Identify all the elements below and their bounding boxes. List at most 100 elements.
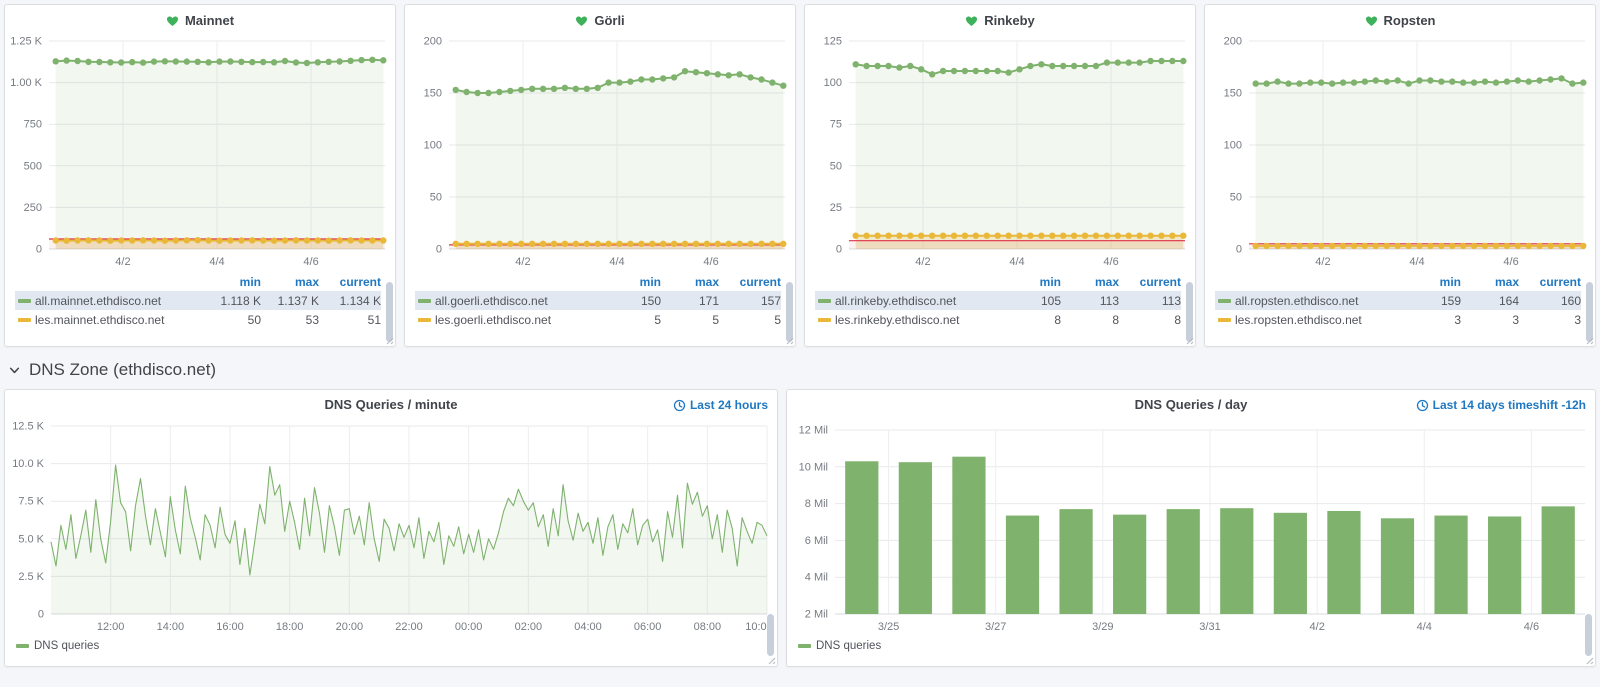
panel-resize-handle[interactable] <box>383 334 394 345</box>
network-panels-row: Mainnet 1.25 K1.00 K75050025004/24/44/6 … <box>4 4 1596 347</box>
rinkeby-chart[interactable]: 12510075502504/24/44/6 <box>805 33 1195 271</box>
svg-text:4/2: 4/2 <box>915 256 930 268</box>
svg-text:02:00: 02:00 <box>515 621 543 633</box>
series-min: 5 <box>603 313 661 327</box>
panel-resize-handle[interactable] <box>1183 334 1194 345</box>
svg-text:4/4: 4/4 <box>1409 256 1424 268</box>
svg-text:100: 100 <box>1224 140 1242 152</box>
panel-scrollbar[interactable] <box>767 614 774 656</box>
legend-row[interactable]: les.mainnet.ethdisco.net 50 53 51 <box>15 310 381 329</box>
series-color-dash <box>18 318 31 322</box>
legend-row[interactable]: les.goerli.ethdisco.net 5 5 5 <box>415 310 781 329</box>
ropsten-chart[interactable]: 2001501005004/24/44/6 <box>1205 33 1595 271</box>
svg-text:2.5 K: 2.5 K <box>18 571 44 583</box>
series-color-dash <box>418 318 431 322</box>
goerli-legend: min max current all.goerli.ethdisco.net … <box>405 271 795 329</box>
legend-row[interactable]: les.ropsten.ethdisco.net 3 3 3 <box>1215 310 1581 329</box>
legend-max-header[interactable]: max <box>1461 275 1519 289</box>
series-current: 51 <box>319 313 381 327</box>
panel-resize-handle[interactable] <box>1583 334 1594 345</box>
panel-resize-handle[interactable] <box>765 654 776 665</box>
legend-scrollbar[interactable] <box>786 282 793 342</box>
svg-text:4/2: 4/2 <box>1315 256 1330 268</box>
legend-row[interactable]: all.mainnet.ethdisco.net 1.118 K 1.137 K… <box>15 291 381 310</box>
panel-rinkeby-title[interactable]: Rinkeby <box>805 5 1195 33</box>
time-range-link[interactable]: Last 14 days timeshift -12h <box>1416 391 1586 419</box>
panel-mainnet-title[interactable]: Mainnet <box>5 5 395 33</box>
dashboard: Mainnet 1.25 K1.00 K75050025004/24/44/6 … <box>0 0 1600 671</box>
svg-text:16:00: 16:00 <box>216 621 244 633</box>
svg-text:0: 0 <box>836 244 842 256</box>
series-current: 160 <box>1519 294 1581 308</box>
svg-text:4/6: 4/6 <box>1524 621 1539 633</box>
panel-dns-queries-day: DNS Queries / day Last 14 days timeshift… <box>786 389 1596 667</box>
time-range-text: Last 24 hours <box>690 398 768 412</box>
svg-text:4/2: 4/2 <box>1310 621 1325 633</box>
dns-queries-day-chart[interactable]: 12 Mil10 Mil8 Mil6 Mil4 Mil2 Mil3/253/27… <box>787 418 1595 636</box>
legend-min-header[interactable]: min <box>603 275 661 289</box>
legend-row[interactable]: les.rinkeby.ethdisco.net 8 8 8 <box>815 310 1181 329</box>
svg-text:0: 0 <box>36 244 42 256</box>
svg-text:4/6: 4/6 <box>703 256 718 268</box>
series-max: 5 <box>661 313 719 327</box>
legend-row[interactable]: all.rinkeby.ethdisco.net 105 113 113 <box>815 291 1181 310</box>
legend-max-header[interactable]: max <box>661 275 719 289</box>
svg-text:4/4: 4/4 <box>209 256 224 268</box>
svg-text:200: 200 <box>1224 36 1242 48</box>
legend-min-header[interactable]: min <box>203 275 261 289</box>
panel-resize-handle[interactable] <box>1583 654 1594 665</box>
dns-panels-row: DNS Queries / minute Last 24 hours 12.5 … <box>4 389 1596 667</box>
svg-text:125: 125 <box>824 36 842 48</box>
panel-goerli-title[interactable]: Görli <box>405 5 795 33</box>
series-max: 164 <box>1461 294 1519 308</box>
series-min: 8 <box>1003 313 1061 327</box>
legend-max-header[interactable]: max <box>261 275 319 289</box>
legend-scrollbar[interactable] <box>1186 282 1193 342</box>
legend-min-header[interactable]: min <box>1403 275 1461 289</box>
series-max: 171 <box>661 294 719 308</box>
dns-queries-minute-chart[interactable]: 12.5 K10.0 K7.5 K5.0 K2.5 K012:0014:0016… <box>5 418 777 636</box>
alert-ok-heart-icon <box>575 15 588 27</box>
svg-text:7.5 K: 7.5 K <box>18 496 44 508</box>
series-max: 3 <box>1461 313 1519 327</box>
legend-max-header[interactable]: max <box>1061 275 1119 289</box>
series-name: les.goerli.ethdisco.net <box>433 313 603 327</box>
svg-text:4/4: 4/4 <box>609 256 624 268</box>
panel-resize-handle[interactable] <box>783 334 794 345</box>
time-range-link[interactable]: Last 24 hours <box>673 391 768 419</box>
svg-text:3/25: 3/25 <box>878 621 899 633</box>
series-color-dash <box>16 644 29 648</box>
dns-day-legend[interactable]: DNS queries <box>787 636 1595 652</box>
series-max: 53 <box>261 313 319 327</box>
panel-mainnet: Mainnet 1.25 K1.00 K75050025004/24/44/6 … <box>4 4 396 347</box>
series-color-dash <box>1218 318 1231 322</box>
panel-title-text: Ropsten <box>1384 13 1436 28</box>
panel-scrollbar[interactable] <box>1585 614 1592 656</box>
legend-current-header[interactable]: current <box>319 275 381 289</box>
legend-scrollbar[interactable] <box>1586 282 1593 342</box>
legend-min-header[interactable]: min <box>1003 275 1061 289</box>
goerli-chart[interactable]: 2001501005004/24/44/6 <box>405 33 795 271</box>
series-max: 8 <box>1061 313 1119 327</box>
svg-text:75: 75 <box>830 119 842 131</box>
legend-scrollbar[interactable] <box>386 282 393 342</box>
panel-title[interactable]: DNS Queries / minute <box>5 390 777 420</box>
svg-text:3/29: 3/29 <box>1092 621 1113 633</box>
panel-ropsten-title[interactable]: Ropsten <box>1205 5 1595 33</box>
svg-text:200: 200 <box>424 36 442 48</box>
svg-text:250: 250 <box>24 202 42 214</box>
legend-current-header[interactable]: current <box>1119 275 1181 289</box>
dns-minute-legend[interactable]: DNS queries <box>5 636 777 652</box>
series-name: all.goerli.ethdisco.net <box>433 294 603 308</box>
legend-row[interactable]: all.ropsten.ethdisco.net 159 164 160 <box>1215 291 1581 310</box>
mainnet-chart[interactable]: 1.25 K1.00 K75050025004/24/44/6 <box>5 33 395 271</box>
legend-row[interactable]: all.goerli.ethdisco.net 150 171 157 <box>415 291 781 310</box>
series-color-dash <box>798 644 811 648</box>
legend-header: min max current <box>15 273 381 291</box>
legend-current-header[interactable]: current <box>719 275 781 289</box>
svg-text:22:00: 22:00 <box>395 621 423 633</box>
svg-text:5.0 K: 5.0 K <box>18 533 44 545</box>
series-current: 8 <box>1119 313 1181 327</box>
section-dns-zone[interactable]: DNS Zone (ethdisco.net) <box>8 360 1596 380</box>
legend-current-header[interactable]: current <box>1519 275 1581 289</box>
